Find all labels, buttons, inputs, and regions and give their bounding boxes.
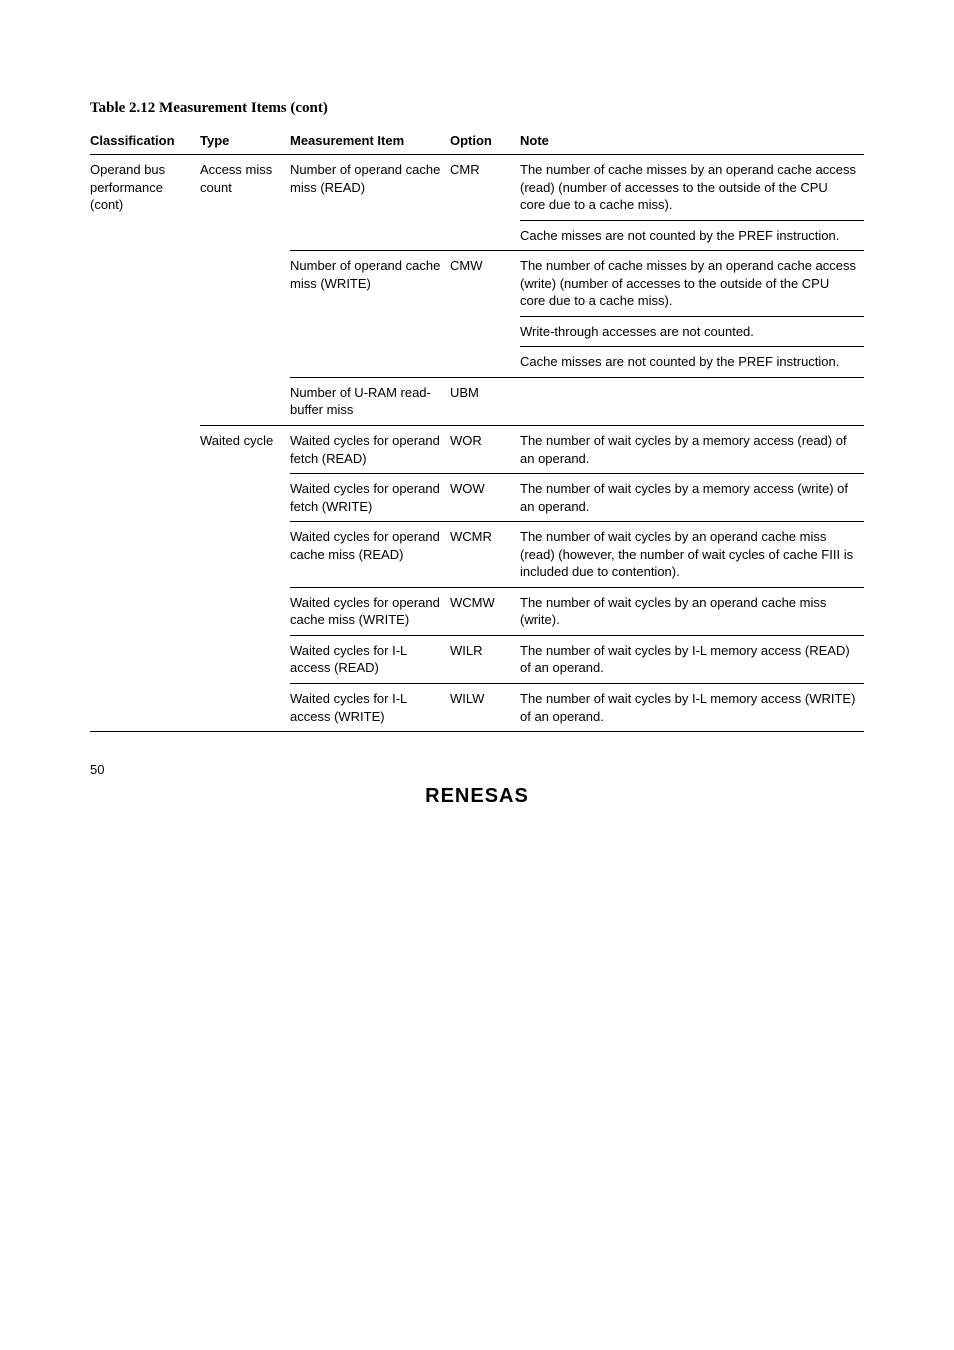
col-header-note: Note bbox=[520, 127, 864, 155]
cell-item: Waited cycles for operand fetch (READ) bbox=[290, 426, 450, 474]
table-bottom-rule bbox=[90, 731, 864, 732]
cell-note bbox=[520, 377, 864, 425]
cell-item: Number of operand cache miss (READ) bbox=[290, 155, 450, 251]
page-number: 50 bbox=[90, 762, 864, 777]
cell-option: WCMW bbox=[450, 587, 520, 635]
col-header-option: Option bbox=[450, 127, 520, 155]
col-header-type: Type bbox=[200, 127, 290, 155]
cell-classification: Operand bus performance (cont) bbox=[90, 155, 200, 732]
cell-item: Waited cycles for I-L access (WRITE) bbox=[290, 684, 450, 732]
cell-note: The number of wait cycles by a memory ac… bbox=[520, 474, 864, 522]
cell-item: Waited cycles for operand fetch (WRITE) bbox=[290, 474, 450, 522]
table-row: Waited cycle Waited cycles for operand f… bbox=[90, 426, 864, 474]
cell-option: CMR bbox=[450, 155, 520, 251]
cell-note: Cache misses are not counted by the PREF… bbox=[520, 347, 864, 378]
cell-type: Waited cycle bbox=[200, 426, 290, 732]
cell-note: The number of cache misses by an operand… bbox=[520, 155, 864, 221]
cell-option: UBM bbox=[450, 377, 520, 425]
cell-item: Waited cycles for I-L access (READ) bbox=[290, 635, 450, 683]
cell-note: The number of cache misses by an operand… bbox=[520, 251, 864, 317]
table-caption: Table 2.12 Measurement Items (cont) bbox=[90, 100, 864, 117]
cell-option: CMW bbox=[450, 251, 520, 378]
col-header-item: Measurement Item bbox=[290, 127, 450, 155]
table-row: Operand bus performance (cont) Access mi… bbox=[90, 155, 864, 221]
cell-item: Waited cycles for operand cache miss (WR… bbox=[290, 587, 450, 635]
cell-option: WILR bbox=[450, 635, 520, 683]
cell-note: The number of wait cycles by I-L memory … bbox=[520, 684, 864, 732]
cell-note: The number of wait cycles by I-L memory … bbox=[520, 635, 864, 683]
measurement-table: Classification Type Measurement Item Opt… bbox=[90, 127, 864, 732]
cell-option: WOR bbox=[450, 426, 520, 474]
cell-note: The number of wait cycles by an operand … bbox=[520, 587, 864, 635]
cell-note: The number of wait cycles by an operand … bbox=[520, 522, 864, 588]
cell-note: Write-through accesses are not counted. bbox=[520, 316, 864, 347]
cell-note: The number of wait cycles by a memory ac… bbox=[520, 426, 864, 474]
table-header-row: Classification Type Measurement Item Opt… bbox=[90, 127, 864, 155]
document-page: Table 2.12 Measurement Items (cont) Clas… bbox=[0, 0, 954, 868]
cell-item: Number of U-RAM read-buffer miss bbox=[290, 377, 450, 425]
cell-type: Access miss count bbox=[200, 155, 290, 426]
cell-item: Number of operand cache miss (WRITE) bbox=[290, 251, 450, 378]
cell-option: WCMR bbox=[450, 522, 520, 588]
cell-item: Waited cycles for operand cache miss (RE… bbox=[290, 522, 450, 588]
cell-option: WOW bbox=[450, 474, 520, 522]
col-header-classification: Classification bbox=[90, 127, 200, 155]
cell-note: Cache misses are not counted by the PREF… bbox=[520, 220, 864, 251]
cell-option: WILW bbox=[450, 684, 520, 732]
renesas-logo: RENESAS bbox=[90, 785, 864, 808]
